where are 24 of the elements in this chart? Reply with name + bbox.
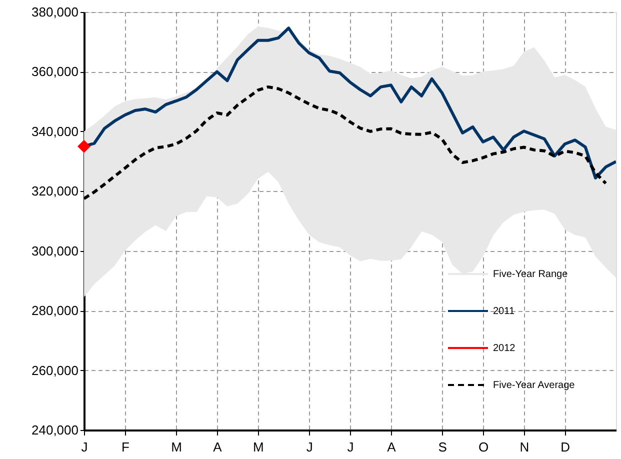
y-tick-label: 360,000 [32, 64, 78, 80]
legend-label: 2012 [493, 343, 516, 354]
x-tick-label: F [121, 440, 130, 454]
y-tick-label: 260,000 [32, 362, 78, 378]
y-tick-label: 340,000 [32, 124, 78, 139]
legend-label: Five-Year Average [493, 380, 576, 391]
y-tick-label: 280,000 [32, 303, 78, 318]
y-tick-label: 320,000 [32, 184, 78, 199]
x-tick-label: O [478, 440, 489, 454]
x-tick-label: S [438, 440, 448, 454]
x-tick-label: D [560, 440, 570, 454]
x-tick-label: J [306, 440, 313, 454]
x-tick-label: J [81, 440, 88, 454]
x-tick-label: A [213, 440, 222, 454]
legend-label: Five-Year Range [493, 269, 568, 280]
x-tick-label: N [520, 440, 530, 454]
y-tick-label: 240,000 [32, 422, 78, 438]
x-tick-label: M [171, 440, 182, 454]
y-tick-label: 380,000 [32, 4, 78, 20]
x-tick-label: M [253, 440, 264, 454]
y-tick-label: 300,000 [32, 243, 78, 258]
legend-label: 2011 [493, 306, 515, 317]
x-tick-label: J [347, 440, 354, 454]
x-tick-label: A [387, 440, 396, 454]
